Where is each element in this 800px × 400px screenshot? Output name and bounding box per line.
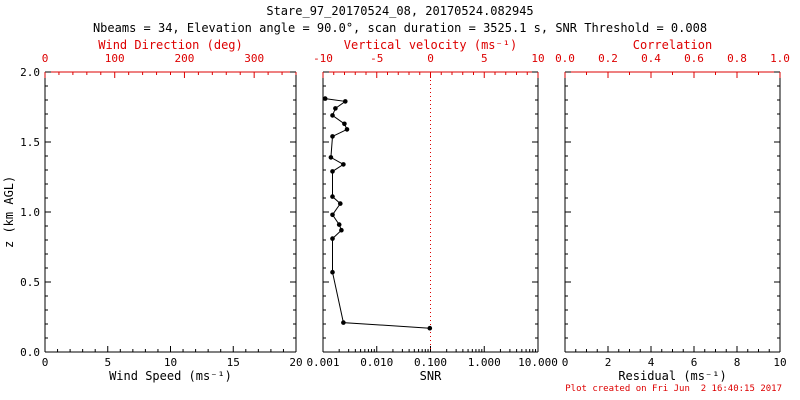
top-tick-label: 5	[481, 52, 488, 65]
data-point	[330, 212, 335, 218]
data-point	[344, 127, 350, 132]
x-tick-label: 0.100	[414, 356, 447, 369]
data-point	[330, 113, 335, 118]
top-tick-label: 1.0	[770, 52, 790, 65]
data-point	[343, 99, 348, 104]
x-tick-label: 5	[104, 356, 111, 369]
top-axis-title-wind-direction: Wind Direction (deg)	[98, 38, 243, 52]
data-point	[330, 169, 335, 174]
x-tick-label: 0.001	[306, 356, 339, 369]
y-tick-label: 0.0	[20, 346, 40, 359]
data-point	[330, 134, 335, 139]
data-point	[339, 227, 344, 233]
data-point	[328, 155, 334, 160]
y-tick-label: 1.5	[20, 136, 40, 149]
data-point	[338, 201, 343, 206]
data-point	[341, 320, 346, 325]
data-point	[342, 121, 347, 127]
x-tick-label: 15	[227, 356, 240, 369]
plot-subtitle: Nbeams = 34, Elevation angle = 90.0°, sc…	[92, 21, 708, 35]
top-tick-label: 0	[427, 52, 434, 65]
data-polyline	[325, 98, 430, 329]
data-point	[330, 236, 335, 241]
data-point	[322, 96, 328, 101]
top-tick-label: 0.4	[641, 52, 661, 65]
top-tick-label: 0.2	[598, 52, 618, 65]
data-point	[330, 194, 335, 199]
x-tick-label: 10	[164, 356, 177, 369]
data-point	[341, 162, 346, 167]
top-axis-title-correlation: Correlation	[632, 38, 713, 52]
x-tick-label: 10	[773, 356, 786, 369]
top-tick-label: 100	[105, 52, 125, 65]
plot-title: Stare_97_20170524_08, 20170524.082945	[266, 4, 534, 18]
x-tick-label: 20	[289, 356, 302, 369]
y-tick-label: 2.0	[20, 66, 40, 79]
top-tick-label: 0.6	[684, 52, 704, 65]
top-tick-label: 0.8	[727, 52, 747, 65]
top-axis-title-vertical-velocity: Vertical velocity (ms⁻¹)	[343, 38, 518, 52]
bottom-axis-title-wind-speed: Wind Speed (ms⁻¹)	[109, 369, 232, 383]
data-point	[427, 325, 433, 331]
y-tick-label: 1.0	[20, 206, 40, 219]
top-tick-label: 0	[42, 52, 49, 65]
bottom-axis-title-snr: SNR	[419, 369, 442, 383]
top-tick-label: 10	[531, 52, 544, 65]
top-tick-label: 200	[175, 52, 195, 65]
x-tick-label: 1.000	[468, 356, 501, 369]
top-tick-label: 300	[244, 52, 264, 65]
data-point	[333, 106, 338, 111]
x-tick-label: 10.000	[518, 356, 558, 369]
x-tick-label: 8	[734, 356, 741, 369]
data-point	[336, 222, 342, 227]
bottom-axis-title-residual: Residual (ms⁻¹)	[618, 369, 727, 383]
x-tick-label: 6	[691, 356, 698, 369]
x-tick-label: 2	[605, 356, 612, 369]
top-tick-label: -5	[370, 52, 383, 65]
x-tick-label: 0	[42, 356, 49, 369]
creation-timestamp: Plot created on Fri Jun 2 16:40:15 2017	[565, 384, 782, 394]
top-tick-label: 0.0	[555, 52, 575, 65]
x-tick-label: 0	[562, 356, 569, 369]
top-tick-label: -10	[313, 52, 333, 65]
data-point	[330, 269, 335, 275]
y-tick-label: 0.5	[20, 276, 40, 289]
x-tick-label: 4	[648, 356, 655, 369]
x-tick-label: 0.010	[360, 356, 393, 369]
